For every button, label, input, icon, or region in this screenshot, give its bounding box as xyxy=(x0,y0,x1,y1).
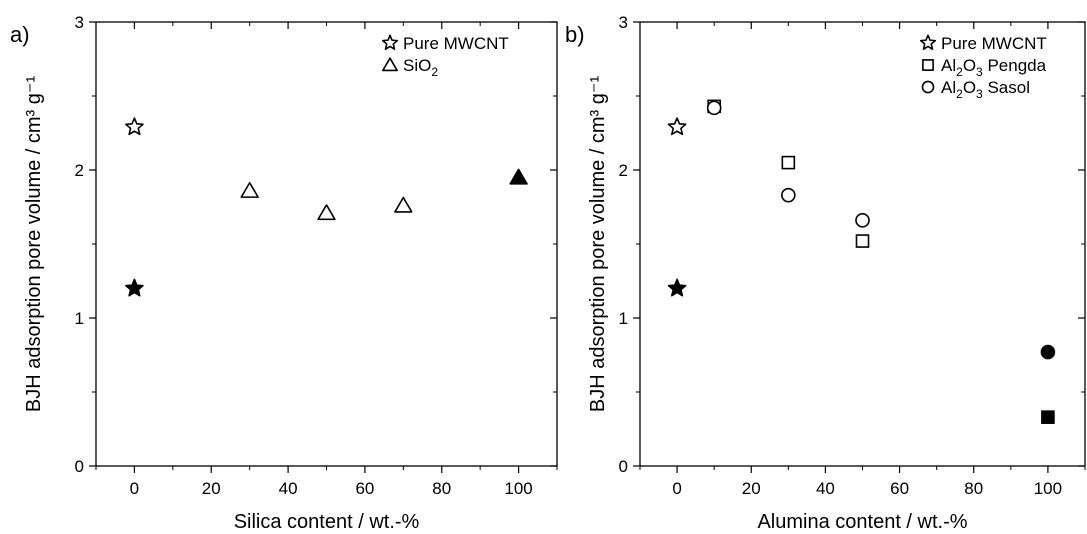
legend-marker-star xyxy=(919,34,937,50)
legend-text-part: Pure MWCNT xyxy=(403,34,509,53)
panel-label: b) xyxy=(565,22,585,47)
legend-text: Pure MWCNT xyxy=(403,34,509,53)
legend-marker-triangle xyxy=(382,57,398,72)
legend-subscript: 2 xyxy=(431,65,438,79)
x-tick-label: 0 xyxy=(672,479,681,498)
legend-text-part: Pengda xyxy=(983,56,1047,75)
data-point-triangle xyxy=(317,204,336,221)
data-point-triangle xyxy=(394,196,413,213)
x-tick-label: 60 xyxy=(890,479,909,498)
legend-text: SiO2 xyxy=(403,56,438,79)
data-point-square xyxy=(1041,410,1055,424)
x-tick-label: 0 xyxy=(130,479,139,498)
y-tick-label: 1 xyxy=(619,309,628,328)
data-point-star xyxy=(125,117,144,136)
data-point-circle xyxy=(1040,344,1056,360)
x-tick-label: 20 xyxy=(742,479,761,498)
legend-marker-square xyxy=(922,59,934,71)
legend-text-part: O xyxy=(963,56,976,75)
data-point-square xyxy=(855,234,870,248)
data-point-star xyxy=(667,117,687,136)
data-point-circle xyxy=(706,100,722,116)
data-point-star xyxy=(125,278,144,297)
legend-marker-circle xyxy=(921,80,935,94)
data-point-circle xyxy=(855,213,870,228)
legend-marker-star xyxy=(381,34,399,50)
y-tick-label: 3 xyxy=(619,13,628,32)
x-tick-label: 100 xyxy=(1034,479,1062,498)
y-axis-label: BJH adsorption pore volume / cm³ g⁻¹ xyxy=(23,76,45,413)
y-axis-label: BJH adsorption pore volume / cm³ g⁻¹ xyxy=(587,76,609,413)
data-point-star xyxy=(667,278,687,297)
panel-label: a) xyxy=(10,22,30,47)
legend-subscript: 2 xyxy=(956,87,963,101)
legend-text-part: Pure MWCNT xyxy=(941,34,1047,53)
legend-subscript: 3 xyxy=(976,65,983,79)
legend-text-part: Sasol xyxy=(983,78,1030,97)
x-axis-label: Silica content / wt.-% xyxy=(234,511,420,533)
legend-subscript: 3 xyxy=(976,87,983,101)
x-tick-label: 60 xyxy=(355,479,374,498)
data-point-square xyxy=(781,155,796,170)
legend-text-part: Al xyxy=(941,78,956,97)
plot-frame xyxy=(95,21,558,467)
legend-text-part: SiO xyxy=(403,56,431,75)
data-point-circle xyxy=(781,187,796,203)
legend-text: Al2O3 Sasol xyxy=(941,78,1030,101)
x-tick-label: 80 xyxy=(432,479,451,498)
legend-text: Al2O3 Pengda xyxy=(941,56,1047,79)
x-tick-label: 100 xyxy=(504,479,532,498)
x-tick-label: 80 xyxy=(964,479,983,498)
data-point-triangle xyxy=(509,168,528,185)
y-tick-label: 1 xyxy=(75,309,84,328)
panel-a: 0 20 40 60 80 100 0 1 2 3 Silica content / wt.-% BJ… xyxy=(10,13,558,533)
y-tick-label: 0 xyxy=(75,457,84,476)
legend-text: Pure MWCNT xyxy=(941,34,1047,53)
y-tick-label: 2 xyxy=(75,161,84,180)
y-tick-label: 2 xyxy=(619,161,628,180)
x-tick-label: 20 xyxy=(202,479,221,498)
legend-text-part: O xyxy=(963,78,976,97)
data-point-triangle xyxy=(240,181,259,198)
x-tick-label: 40 xyxy=(279,479,298,498)
legend-text-part: Al xyxy=(941,56,956,75)
y-tick-label: 0 xyxy=(619,457,628,476)
y-tick-label: 3 xyxy=(75,13,84,32)
x-tick-label: 40 xyxy=(816,479,835,498)
legend-subscript: 2 xyxy=(956,65,963,79)
x-axis-label: Alumina content / wt.-% xyxy=(757,511,967,533)
